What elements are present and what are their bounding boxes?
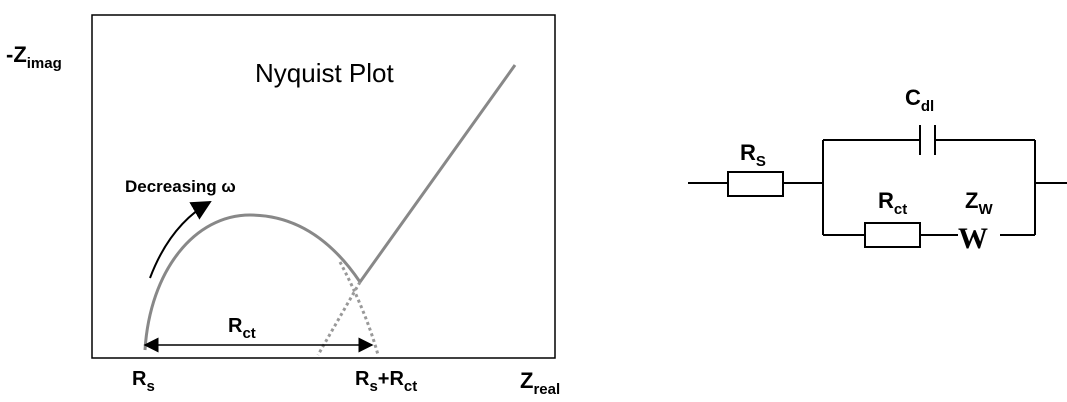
- semicircle-extension: [338, 261, 380, 356]
- resistor-rs: [727, 171, 784, 197]
- wires: [688, 139, 1067, 236]
- plot-title: Nyquist Plot: [255, 58, 394, 88]
- y-axis-label: -Zimag: [6, 42, 62, 72]
- rs-rct-label: Rs+Rct: [355, 368, 417, 395]
- line-extension: [316, 281, 362, 356]
- cdl-label: Cdl: [905, 85, 934, 115]
- rs-label: Rs: [132, 368, 155, 395]
- x-axis-label: Zreal: [520, 368, 560, 398]
- rct-symbol-label: Rct: [878, 188, 907, 218]
- resistor-rct: [864, 222, 921, 248]
- impedance-curve: [143, 64, 517, 351]
- rct-label: Rct: [228, 315, 256, 342]
- arrow: [149, 201, 212, 279]
- warburg-symbol: W: [958, 222, 988, 255]
- circuit: [688, 125, 1067, 248]
- annotation: Decreasing ω: [125, 177, 236, 196]
- plot-frame: [91, 14, 556, 359]
- rs-symbol-label: RS: [740, 140, 766, 170]
- zw-label: ZW: [965, 188, 993, 218]
